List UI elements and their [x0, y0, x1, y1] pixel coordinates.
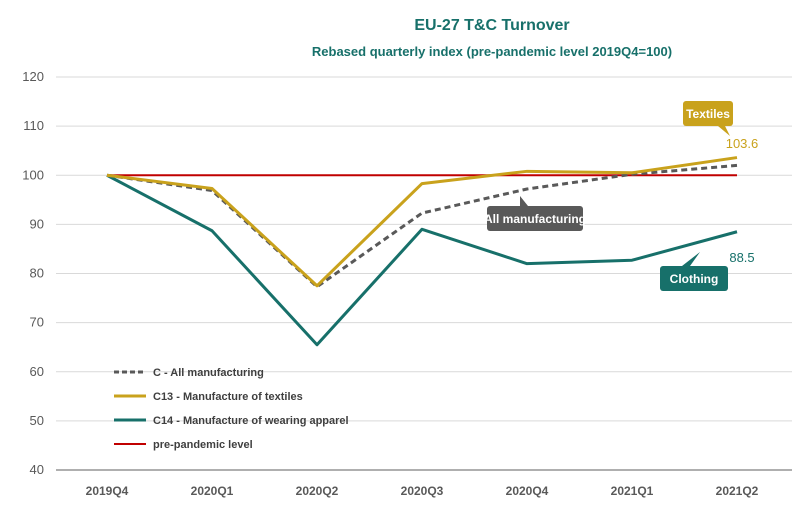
y-tick-label: 60 [30, 364, 44, 379]
x-tick-label: 2021Q1 [611, 484, 654, 498]
chart-title: EU-27 T&C Turnover [414, 17, 569, 34]
y-tick-label: 40 [30, 462, 44, 477]
series-lines [106, 156, 738, 347]
data-label: 88.5 [729, 250, 754, 265]
legend: C - All manufacturing C13 - Manufacture o… [114, 367, 349, 451]
x-tick-label: 2020Q3 [401, 484, 444, 498]
annotation-pointer [682, 252, 700, 266]
legend-label: C13 - Manufacture of textiles [153, 391, 303, 403]
annotation-pointer [520, 196, 528, 206]
x-tick-label: 2021Q2 [716, 484, 759, 498]
annotation-label: Clothing [670, 272, 719, 286]
legend-label: C - All manufacturing [153, 367, 264, 379]
annotation-pointer [718, 126, 730, 136]
x-axis: 2019Q4 2020Q1 2020Q2 2020Q3 2020Q4 2021Q1 2021… [86, 484, 759, 498]
data-label: 103.6 [726, 136, 759, 151]
chart-subtitle: Rebased quarterly index (pre-pandemic le… [312, 44, 672, 59]
series-line [106, 173, 738, 347]
legend-label: C14 - Manufacture of wearing apparel [153, 415, 349, 427]
y-tick-label: 100 [22, 167, 44, 182]
series-line [106, 156, 738, 288]
x-tick-label: 2020Q1 [191, 484, 234, 498]
annotation-box [660, 266, 728, 291]
y-tick-label: 80 [30, 266, 44, 281]
y-axis: 40 50 60 70 80 90 100 110 120 [22, 69, 44, 477]
annotation-label: All manufacturing [484, 212, 586, 226]
legend-label: pre-pandemic level [153, 439, 253, 451]
annotation-box [683, 101, 733, 126]
x-tick-label: 2020Q2 [296, 484, 339, 498]
annotation-label: Textiles [686, 107, 730, 121]
data-labels: 103.6 88.5 [726, 136, 759, 265]
x-tick-label: 2019Q4 [86, 484, 129, 498]
annotation-box [487, 206, 583, 231]
y-tick-label: 110 [23, 118, 44, 133]
y-tick-label: 90 [30, 216, 44, 231]
annotations: Textiles All manufacturing Clothing [484, 101, 733, 291]
y-tick-label: 120 [22, 69, 44, 84]
y-tick-label: 70 [30, 315, 44, 330]
y-tick-label: 50 [30, 413, 44, 428]
x-tick-label: 2020Q4 [506, 484, 549, 498]
